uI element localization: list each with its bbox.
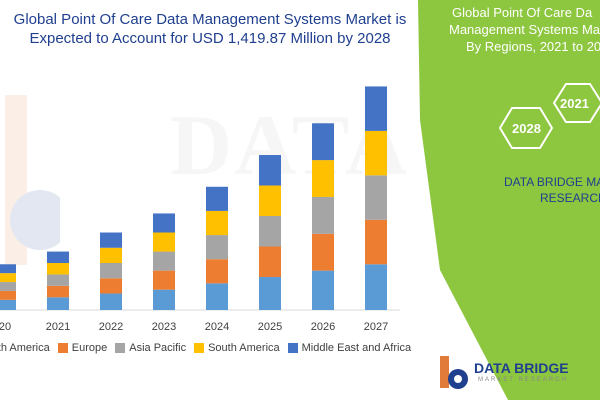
chart-title-line-2: Expected to Account for USD 1,419.87 Mil… [29, 30, 391, 47]
logo-name: DATA BRIDGE [474, 360, 569, 376]
bar-segment-2020-4 [0, 264, 16, 274]
bar-segment-2027-2 [365, 175, 387, 220]
hexagon-2028-label: 2028 [512, 121, 541, 136]
legend-label-4: Middle East and Africa [301, 342, 412, 354]
x-tick-label-2024: 2024 [205, 321, 229, 333]
bar-segment-2023-2 [153, 251, 175, 271]
legend-swatch-3 [194, 343, 205, 353]
bar-segment-2020-0 [0, 299, 16, 310]
legend-swatch-1 [57, 343, 68, 353]
panel-title-line-3: By Regions, 2021 to 20 [466, 39, 600, 54]
research-line-2: RESEARCH [540, 191, 600, 205]
legend-label-0: orth America [0, 342, 50, 354]
bar-segment-2023-0 [153, 289, 175, 310]
x-tick-label-2026: 2026 [311, 321, 335, 333]
chart-title: Global Point Of Care Data Management Sys… [0, 10, 420, 48]
x-tick-label-2020: 20 [0, 321, 11, 333]
bar-segment-2022-3 [100, 247, 122, 263]
watermark-logo-icon [5, 95, 60, 265]
research-line-1: DATA BRIDGE MA [504, 175, 600, 189]
bar-segment-2020-2 [0, 282, 16, 291]
chart-title-line-1: Global Point Of Care Data Management Sys… [13, 11, 407, 28]
bar-segment-2025-2 [259, 216, 281, 247]
bar-segment-2025-4 [259, 155, 281, 186]
legend-item-3: South America [194, 342, 280, 354]
x-tick-label-2021: 2021 [46, 321, 70, 333]
bar-segment-2025-1 [259, 246, 281, 277]
x-tick-label-2022: 2022 [99, 321, 123, 333]
bar-segment-2027-4 [365, 86, 387, 131]
bar-segment-2023-4 [153, 213, 175, 233]
bar-segment-2025-3 [259, 185, 281, 216]
legend-item-2: Asia Pacific [115, 342, 186, 354]
bar-segment-2024-4 [206, 186, 228, 211]
legend-swatch-4 [287, 343, 298, 353]
bar-segment-2022-0 [100, 293, 122, 310]
panel-title-line-1: Global Point Of Care Da [452, 5, 593, 20]
bar-segment-2026-4 [312, 123, 334, 161]
legend-label-3: South America [208, 342, 280, 354]
legend-swatch-2 [115, 343, 126, 353]
bar-segment-2021-1 [47, 285, 69, 298]
bar-segment-2024-2 [206, 235, 228, 260]
bar-segment-2022-4 [100, 232, 122, 248]
bar-segment-2020-1 [0, 290, 16, 300]
data-bridge-logo-icon [440, 356, 468, 389]
bar-segment-2026-3 [312, 160, 334, 197]
bar-segment-2021-2 [47, 274, 69, 286]
legend-item-4: Middle East and Africa [287, 342, 412, 354]
chart-legend: orth America Europe Asia Pacific South Amer… [0, 342, 411, 354]
bar-segment-2027-0 [365, 264, 387, 310]
legend-label-1: Europe [71, 342, 108, 354]
legend-label-2: Asia Pacific [129, 342, 187, 354]
bar-segment-2020-3 [0, 273, 16, 283]
bar-segment-2023-1 [153, 270, 175, 290]
logo-tagline: MARKET RESEARCH [478, 377, 568, 383]
bar-segment-2024-0 [206, 283, 228, 310]
legend-item-0: orth America [0, 342, 50, 354]
bar-segment-2025-0 [259, 276, 281, 310]
bar-segment-2021-4 [47, 251, 69, 263]
panel-title-line-2: Management Systems Ma [449, 22, 600, 37]
legend-item-1: Europe [57, 342, 108, 354]
bar-segment-2024-1 [206, 259, 228, 284]
bar-segment-2022-1 [100, 278, 122, 294]
bar-segment-2027-1 [365, 219, 387, 265]
bar-segment-2026-2 [312, 196, 334, 234]
x-tick-label-2023: 2023 [152, 321, 176, 333]
bar-segment-2023-3 [153, 232, 175, 252]
bar-segment-2024-3 [206, 210, 228, 236]
bar-segment-2026-1 [312, 233, 334, 271]
bar-segment-2027-3 [365, 130, 387, 176]
x-tick-label-2025: 2025 [258, 321, 282, 333]
x-tick-label-2027: 2027 [364, 321, 388, 333]
hexagon-2021-label: 2021 [560, 96, 589, 111]
bar-segment-2021-0 [47, 297, 69, 310]
bar-segment-2022-2 [100, 263, 122, 279]
bar-segment-2021-3 [47, 263, 69, 275]
bar-segment-2026-0 [312, 270, 334, 310]
